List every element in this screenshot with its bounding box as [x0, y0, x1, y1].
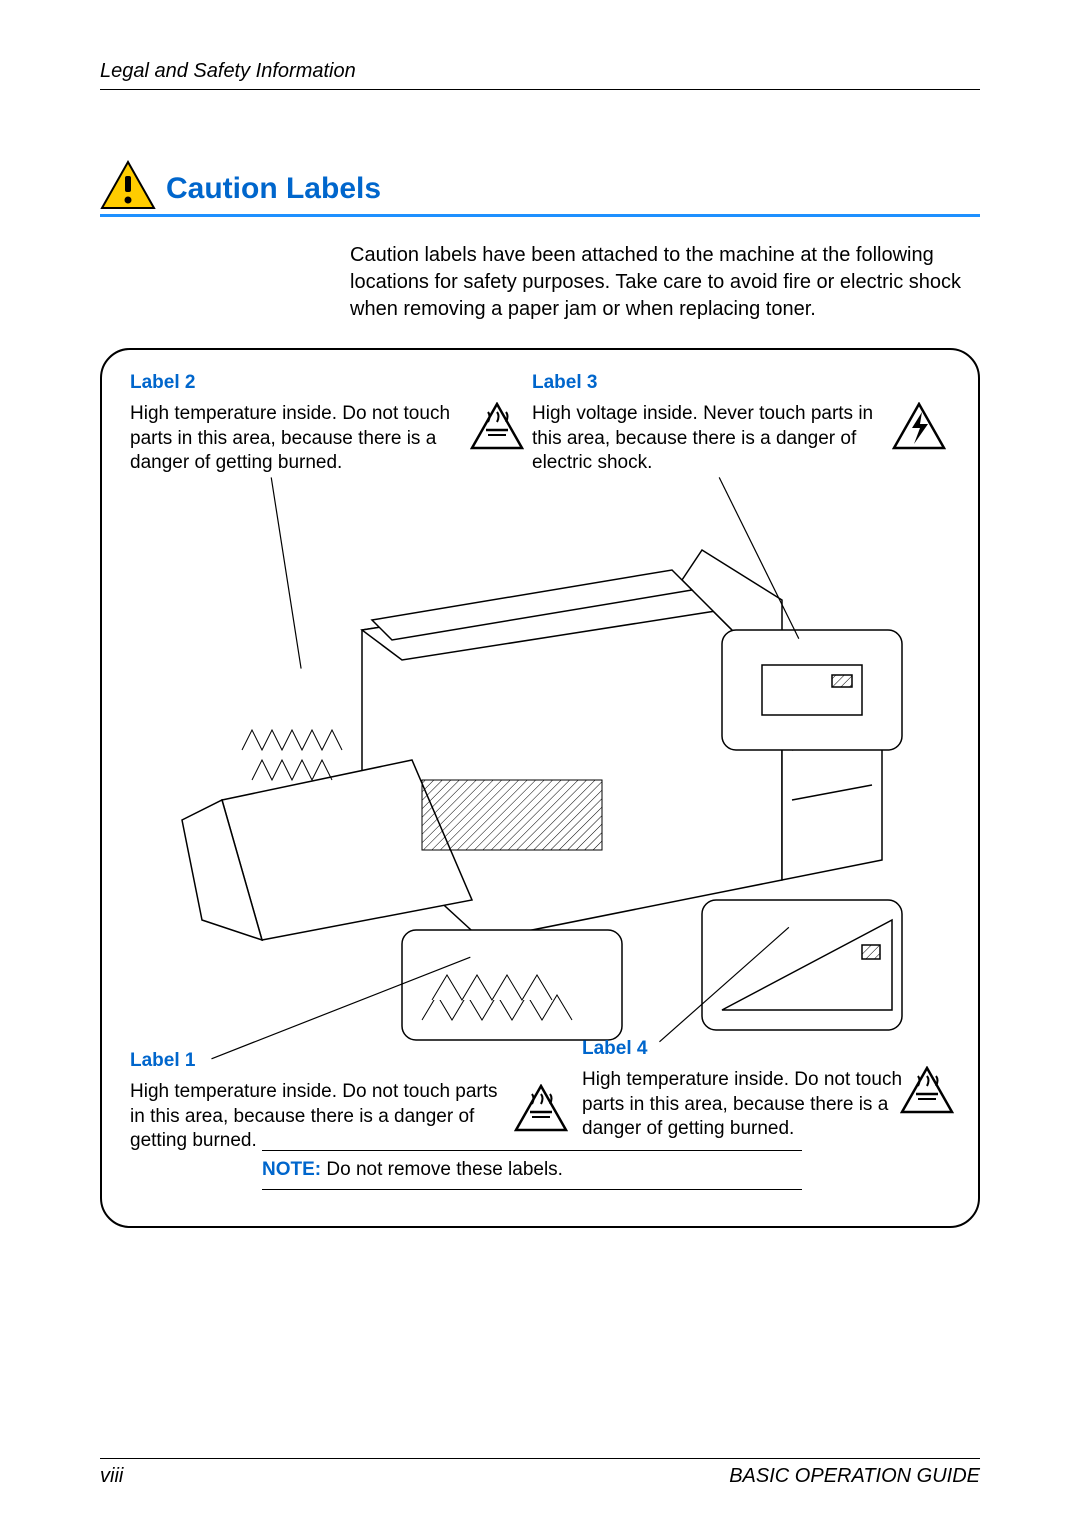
page-footer: viii BASIC OPERATION GUIDE [100, 1458, 980, 1488]
label-1-block: Label 1 High temperature inside. Do not … [130, 1050, 510, 1154]
doc-title: BASIC OPERATION GUIDE [729, 1465, 980, 1488]
heat-hazard-icon [514, 1084, 568, 1132]
label-1-title: Label 1 [130, 1050, 510, 1072]
section-title: Caution Labels [166, 172, 381, 210]
note-rule-top [262, 1150, 802, 1151]
label-4-desc: High temperature inside. Do not touch pa… [582, 1068, 902, 1142]
page-header: Legal and Safety Information [100, 60, 980, 90]
heat-hazard-icon [900, 1066, 954, 1114]
note-prefix: NOTE: [262, 1159, 321, 1180]
section-rule [100, 214, 980, 217]
label-4-title: Label 4 [582, 1038, 902, 1060]
note-rule-bottom [262, 1189, 802, 1190]
warning-triangle-icon [100, 160, 156, 210]
page-number: viii [100, 1465, 123, 1488]
note-block: NOTE: Do not remove these labels. [262, 1142, 802, 1198]
note-text: NOTE: Do not remove these labels. [262, 1159, 802, 1181]
section-heading: Caution Labels [100, 160, 980, 210]
diagram-container: Label 2 High temperature inside. Do not … [100, 348, 980, 1228]
label-4-block: Label 4 High temperature inside. Do not … [582, 1038, 902, 1142]
intro-paragraph: Caution labels have been attached to the… [350, 242, 970, 323]
note-body: Do not remove these labels. [321, 1159, 563, 1180]
